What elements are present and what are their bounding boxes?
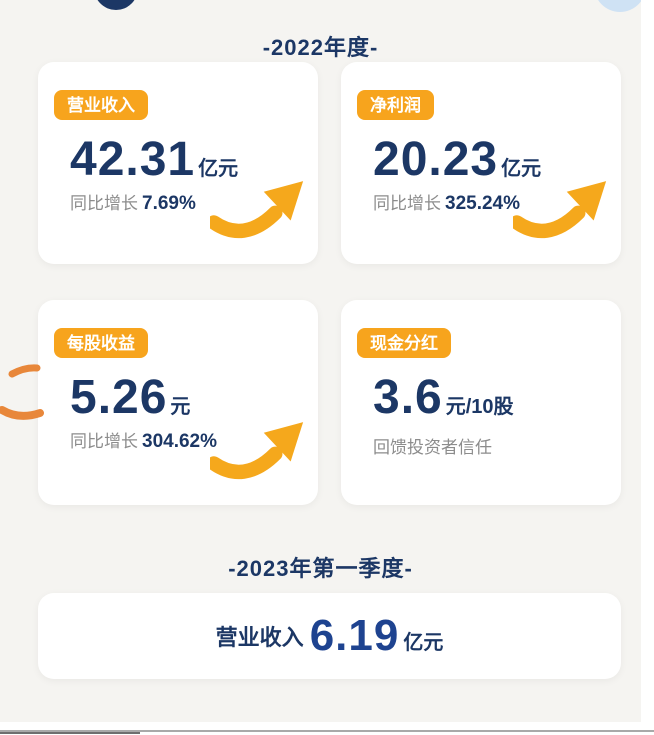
top-left-cropped-blob-icon bbox=[97, 0, 135, 10]
growth-value: 304.62% bbox=[142, 431, 218, 452]
section-title-2023-q1: -2023年第一季度- bbox=[228, 556, 413, 581]
metric-value: 42.31 bbox=[70, 133, 196, 186]
metric-value-row: 5.26 元 bbox=[70, 370, 318, 425]
metric-unit: 元/10股 bbox=[445, 396, 514, 418]
metric-badge: 营业收入 bbox=[54, 90, 148, 120]
metric-value-row: 20.23 亿元 bbox=[373, 132, 621, 187]
metric-note: 回馈投资者信任 bbox=[373, 438, 492, 457]
metric-card-cash-dividend: 现金分红 3.6 元/10股 回馈投资者信任 bbox=[341, 300, 621, 505]
metric-value-row: 3.6 元/10股 bbox=[373, 370, 621, 425]
metric-unit: 亿元 bbox=[501, 158, 542, 180]
growth-row: 同比增长 304.62% bbox=[70, 427, 318, 453]
metric-card-net-profit: 净利润 20.23 亿元 同比增长 325.24% bbox=[341, 62, 621, 264]
bottom-edge-line bbox=[0, 730, 654, 732]
growth-row: 同比增长 325.24% bbox=[373, 189, 621, 215]
metric-unit: 元 bbox=[170, 396, 191, 418]
q1-revenue-summary-card: 营业收入 6.19 亿元 bbox=[38, 593, 621, 679]
growth-up-arrow-icon bbox=[513, 181, 607, 239]
growth-row: 同比增长 7.69% bbox=[70, 189, 318, 215]
metric-value: 3.6 bbox=[373, 371, 443, 424]
growth-label: 同比增长 bbox=[70, 432, 138, 451]
left-edge-orange-dashes-icon bbox=[0, 364, 44, 420]
metric-value: 5.26 bbox=[70, 371, 168, 424]
section-title-2022: -2022年度- bbox=[262, 35, 379, 60]
summary-value: 6.19 bbox=[309, 611, 400, 660]
growth-up-arrow-icon bbox=[210, 422, 304, 480]
top-right-cropped-blob-icon bbox=[598, 0, 641, 12]
financial-infographic-panel: -2022年度- 营业收入 42.31 亿元 同比增长 7.69% 净利润 20.2… bbox=[0, 0, 641, 722]
metric-card-operating-revenue: 营业收入 42.31 亿元 同比增长 7.69% bbox=[38, 62, 318, 264]
growth-label: 同比增长 bbox=[70, 194, 138, 213]
growth-label: 同比增长 bbox=[373, 194, 441, 213]
metric-value: 20.23 bbox=[373, 133, 499, 186]
metric-card-eps: 每股收益 5.26 元 同比增长 304.62% bbox=[38, 300, 318, 505]
summary-unit: 亿元 bbox=[403, 631, 444, 654]
metric-badge: 每股收益 bbox=[54, 328, 148, 358]
growth-value: 325.24% bbox=[445, 193, 521, 214]
growth-value: 7.69% bbox=[142, 193, 196, 214]
metric-value-row: 42.31 亿元 bbox=[70, 132, 318, 187]
summary-label: 营业收入 bbox=[215, 625, 304, 650]
metric-unit: 亿元 bbox=[198, 158, 239, 180]
growth-up-arrow-icon bbox=[210, 181, 304, 239]
metric-badge: 现金分红 bbox=[357, 328, 451, 358]
metric-badge: 净利润 bbox=[357, 90, 434, 120]
bottom-edge-line-dark bbox=[0, 732, 140, 734]
